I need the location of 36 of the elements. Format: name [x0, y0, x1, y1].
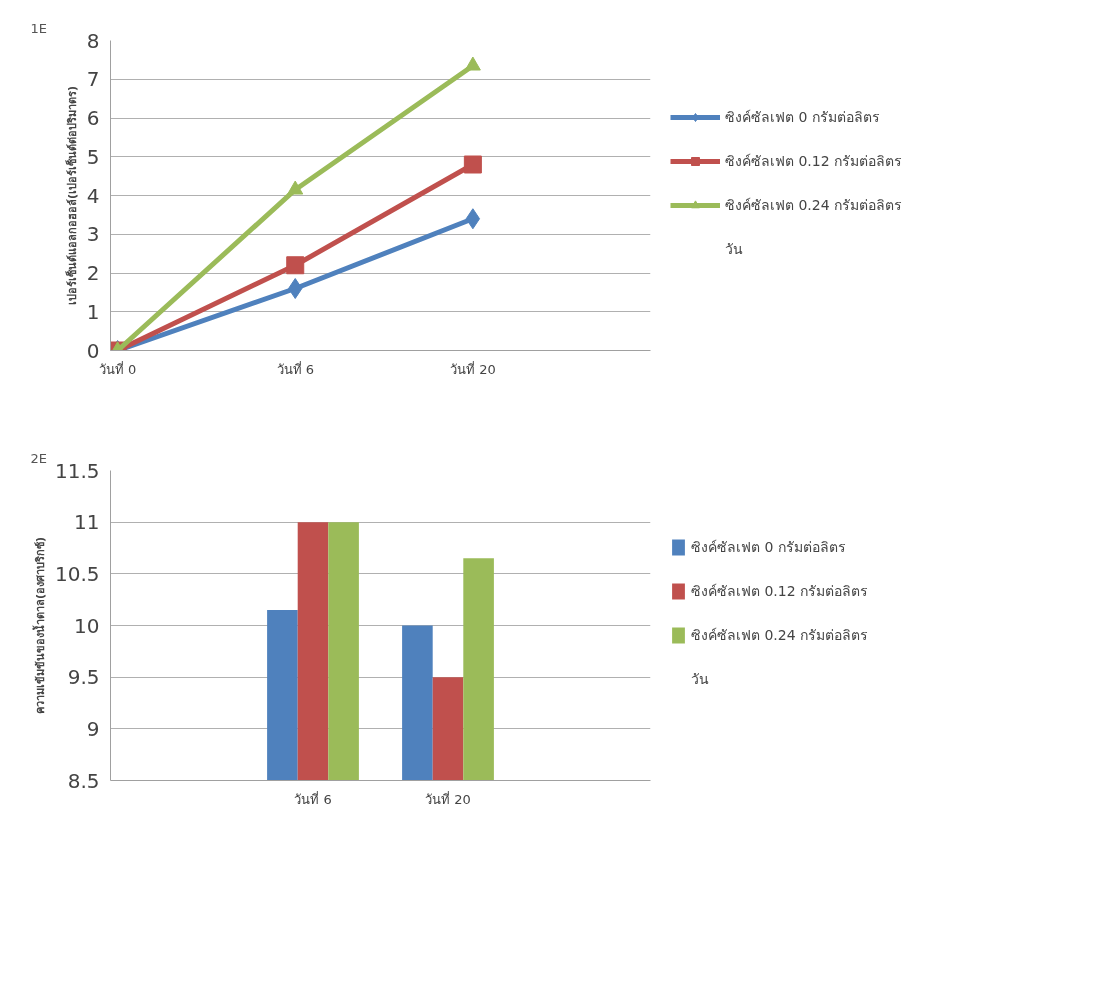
x-tick-label: วันที่ 6: [294, 790, 332, 807]
y-tick-label: 4: [86, 183, 100, 208]
y-tick-label: 1: [86, 299, 100, 324]
y-tick-label: 9.5: [67, 665, 100, 690]
y-tick-label: 3: [86, 222, 100, 247]
legend-label: ซิงค์ซัลเฟต 0.12 กรัมต่อลิตร: [725, 152, 903, 171]
y-tick-label: 8: [86, 28, 100, 53]
x-tick-label: วันที่ 6: [276, 360, 314, 377]
x-tick-label: วันที่ 0: [98, 360, 137, 377]
y-axis-title: ความเข้มข้นของน้ำตาล(องศาบริกซ์): [31, 536, 47, 715]
legend-label: ซิงค์ซัลเฟต 0 กรัมต่อลิตร: [725, 108, 880, 127]
y-tick-label: 0: [86, 338, 100, 363]
point: [463, 155, 482, 174]
x-axis-title: วัน: [691, 670, 710, 689]
y-tick-label: 7: [86, 67, 100, 92]
x-tick-label: วันที่ 20: [450, 360, 496, 377]
y-tick-label: 10: [74, 613, 100, 638]
y-tick-label: 10.5: [54, 561, 100, 586]
legend-label: ซิงค์ซัลเฟต 0.24 กรัมต่อลิตร: [691, 626, 869, 645]
y-tick-label: 11: [74, 510, 100, 535]
legend-label: ซิงค์ซัลเฟต 0 กรัมต่อลิตร: [691, 538, 846, 557]
chart-title: 1E: [30, 20, 47, 36]
y-axis-title: เปอร์เซ็นต์แอลกอฮอล์(เปอร์เซ็นต์ต่อปริมาตร): [64, 85, 79, 306]
x-tick-label: วันที่ 20: [425, 790, 471, 807]
point: [465, 208, 481, 230]
chart-title: 2E: [30, 450, 47, 466]
legend-label: ซิงค์ซัลเฟต 0.24 กรัมต่อลิตร: [725, 196, 903, 215]
y-tick-label: 9: [86, 716, 100, 741]
x-axis-title: วัน: [725, 240, 744, 259]
legend-label: ซิงค์ซัลเฟต 0.12 กรัมต่อลิตร: [691, 582, 869, 601]
y-tick-label: 11.5: [54, 458, 100, 483]
y-tick-label: 2: [86, 261, 100, 285]
y-tick-label: 8.5: [67, 768, 100, 793]
y-tick-label: 6: [86, 106, 100, 130]
y-tick-label: 5: [86, 144, 100, 169]
point: [287, 180, 304, 195]
